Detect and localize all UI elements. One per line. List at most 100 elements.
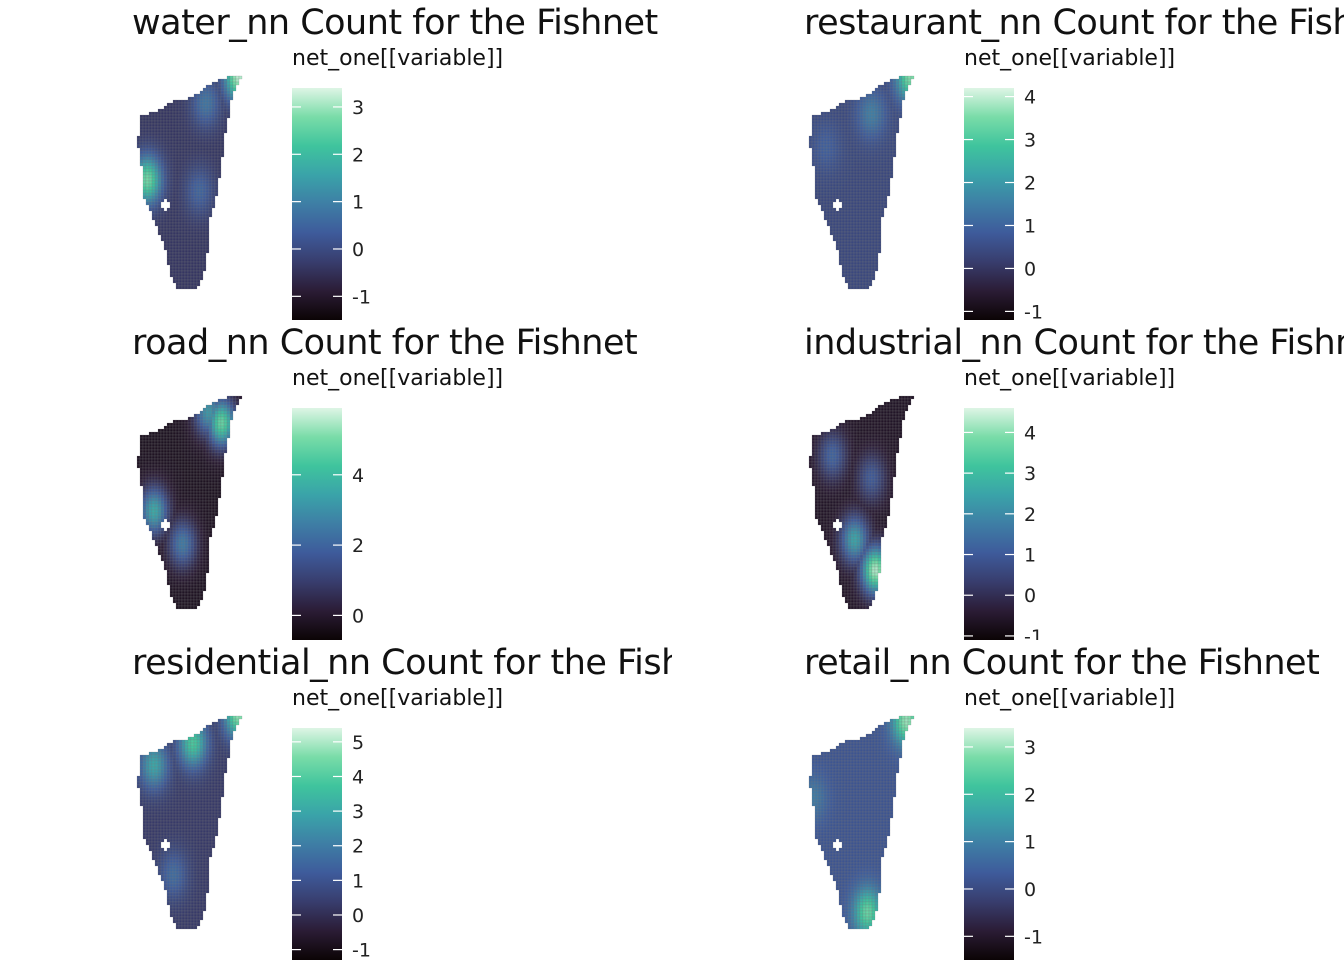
fishnet-cell <box>175 464 180 469</box>
fishnet-cell <box>202 144 207 149</box>
fishnet-cell <box>880 416 885 421</box>
fishnet-cell <box>217 410 222 415</box>
fishnet-cell <box>898 75 903 80</box>
fishnet-cell <box>214 150 219 155</box>
fishnet-cell <box>883 440 888 445</box>
fishnet-cell <box>895 428 900 433</box>
fishnet-cell <box>865 455 870 460</box>
fishnet-cell <box>904 84 909 89</box>
fishnet-cell <box>142 500 147 505</box>
fishnet-cell <box>829 464 834 469</box>
fishnet-cell <box>199 123 204 128</box>
fishnet-cell <box>214 416 219 421</box>
fishnet-cell <box>169 117 174 122</box>
fishnet-cell <box>823 174 828 179</box>
fishnet-cell <box>223 398 228 403</box>
fishnet-cell <box>196 243 201 248</box>
fishnet-cell <box>163 162 168 167</box>
fishnet-cell <box>181 189 186 194</box>
fishnet-cell <box>829 150 834 155</box>
fishnet-cell <box>172 584 177 589</box>
fishnet-cell <box>178 596 183 601</box>
fishnet-cell <box>187 162 192 167</box>
fishnet-cell <box>196 162 201 167</box>
fishnet-cell <box>160 234 165 239</box>
fishnet-cell <box>148 129 153 134</box>
fishnet-cell <box>817 488 822 493</box>
fishnet-cell <box>844 183 849 188</box>
fishnet-cell <box>226 419 231 424</box>
fishnet-cell <box>154 473 159 478</box>
fishnet-cell <box>865 419 870 424</box>
fishnet-cell <box>196 156 201 161</box>
fishnet-cell <box>163 476 168 481</box>
fishnet-cell <box>808 464 813 469</box>
fishnet-cell <box>202 434 207 439</box>
fishnet-cell <box>139 129 144 134</box>
fishnet-cell <box>202 150 207 155</box>
fishnet-cell <box>196 419 201 424</box>
fishnet-cell <box>823 129 828 134</box>
fishnet-cell <box>883 165 888 170</box>
fishnet-cell <box>169 551 174 556</box>
fishnet-cell <box>877 192 882 197</box>
fishnet-cell <box>820 195 825 200</box>
fishnet-cell <box>160 186 165 191</box>
fishnet-cell <box>868 132 873 137</box>
fishnet-cell <box>823 186 828 191</box>
fishnet-cell <box>181 482 186 487</box>
fishnet-cell <box>865 440 870 445</box>
fishnet-cell <box>877 437 882 442</box>
fishnet-cell <box>856 231 861 236</box>
fishnet-cell <box>865 452 870 457</box>
fishnet-cell <box>220 440 225 445</box>
fishnet-cell <box>211 482 216 487</box>
fishnet-cell <box>895 93 900 98</box>
fishnet-cell <box>817 198 822 203</box>
fishnet-cell <box>841 150 846 155</box>
fishnet-cell <box>853 195 858 200</box>
fishnet-cell <box>154 491 159 496</box>
fishnet-cell <box>196 252 201 257</box>
fishnet-cell <box>169 192 174 197</box>
fishnet-cell <box>844 243 849 248</box>
fishnet-cell <box>835 476 840 481</box>
fishnet-cell <box>172 509 177 514</box>
fishnet-cell <box>175 590 180 595</box>
fishnet-cell <box>193 276 198 281</box>
fishnet-cell <box>157 174 162 179</box>
fishnet-cell <box>844 177 849 182</box>
fishnet-cell <box>187 467 192 472</box>
fishnet-cell <box>202 410 207 415</box>
fishnet-cell <box>220 78 225 83</box>
fishnet-cell <box>145 482 150 487</box>
fishnet-cell <box>214 485 219 490</box>
fishnet-cell <box>208 189 213 194</box>
fishnet-cell <box>181 123 186 128</box>
fishnet-cell <box>841 479 846 484</box>
fishnet-cell <box>226 96 231 101</box>
fishnet-cell <box>226 398 231 403</box>
fishnet-cell <box>181 213 186 218</box>
fishnet-cell <box>832 177 837 182</box>
fishnet-cell <box>877 126 882 131</box>
fishnet-cell <box>883 407 888 412</box>
fishnet-cell <box>163 509 168 514</box>
fishnet-cell <box>859 234 864 239</box>
fishnet-cell <box>169 171 174 176</box>
fishnet-cell <box>847 258 852 263</box>
fishnet-cell <box>199 533 204 538</box>
fishnet-cell <box>865 174 870 179</box>
fishnet-cell <box>184 605 189 610</box>
fishnet-cell <box>163 554 168 559</box>
fishnet-cell <box>187 494 192 499</box>
fishnet-cell <box>814 165 819 170</box>
fishnet-cell <box>871 449 876 454</box>
fishnet-cell <box>148 192 153 197</box>
fishnet-cell <box>199 419 204 424</box>
fishnet-cell <box>856 189 861 194</box>
fishnet-cell <box>208 524 213 529</box>
fishnet-cell <box>181 437 186 442</box>
fishnet-cell <box>886 144 891 149</box>
fishnet-cell <box>193 542 198 547</box>
